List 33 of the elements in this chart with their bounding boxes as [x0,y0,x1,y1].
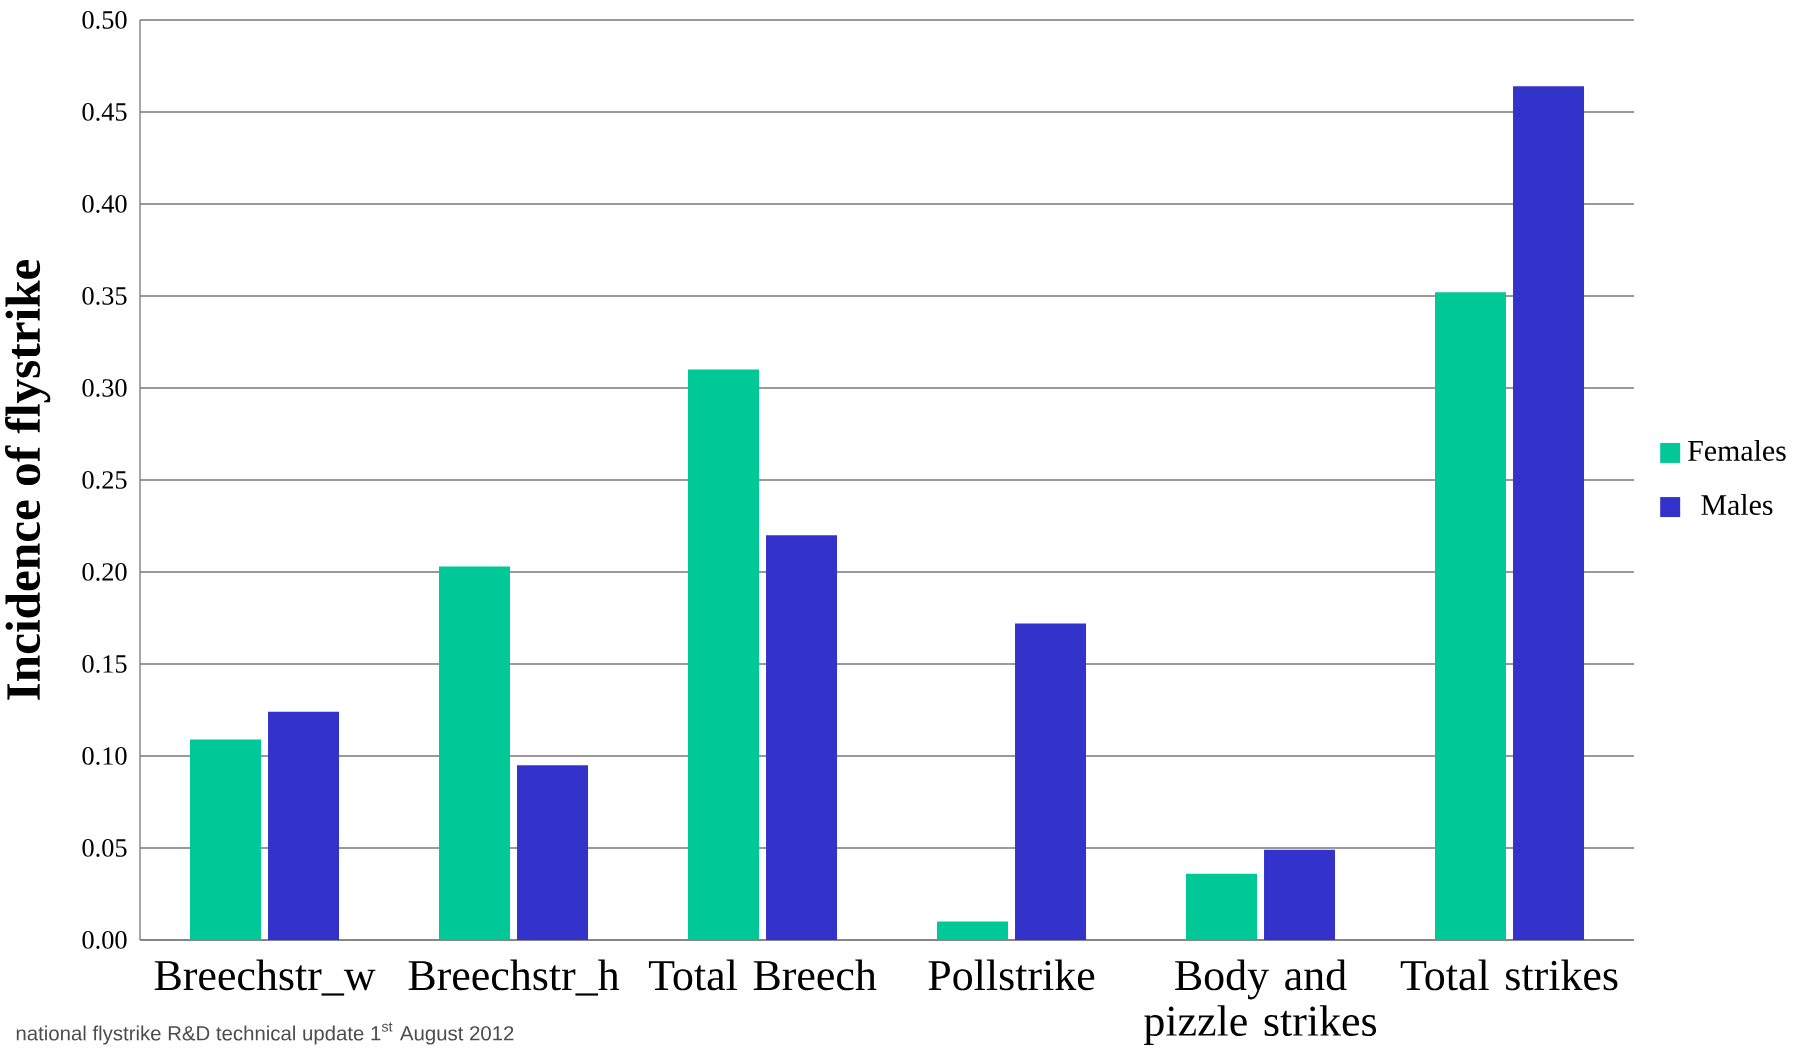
bar [1264,849,1336,940]
x-tick-label: Breechstr_h [408,959,620,996]
bar [517,765,589,940]
y-tick-label: 0.15 [82,655,127,673]
y-tick-label: 0.30 [82,379,127,397]
bar [439,566,510,940]
text: national flystrike R&D technical update 1$^{st}$ August 2012 [16,1022,514,1045]
y-tick-label: 0.50 [82,11,127,29]
y-tick-label: 0.10 [82,747,127,765]
y-tick-label: 0.35 [82,287,127,305]
x-tick-label: Pollstrike [928,959,1095,991]
x-tick-label: Total Breech [648,959,877,991]
x-tick-label: Total strikes [1400,959,1618,991]
bar [1185,873,1257,940]
bar [766,535,838,940]
y-tick-label: 0.25 [82,471,127,489]
bar [268,711,340,940]
bar [190,739,261,940]
legend-label: Males [1701,494,1773,516]
bar [1015,623,1087,940]
bar [687,369,759,940]
legend-label: Females [1688,439,1786,461]
y-tick-label: 0.05 [82,839,127,857]
y-tick-label: 0.45 [82,103,127,121]
y-tick-label: 0.20 [82,563,127,581]
y-axis-title: Incidence of flystrike [5,259,51,700]
x-tick-label: Body and pizzle strikes [1144,959,1377,1045]
y-tick-label: 0.00 [82,931,127,949]
bar [936,921,1008,940]
bar [1513,86,1585,940]
y-tick-label: 0.40 [82,195,127,213]
x-tick-label: Breechstr_w [154,959,376,996]
bar [1435,292,1506,940]
